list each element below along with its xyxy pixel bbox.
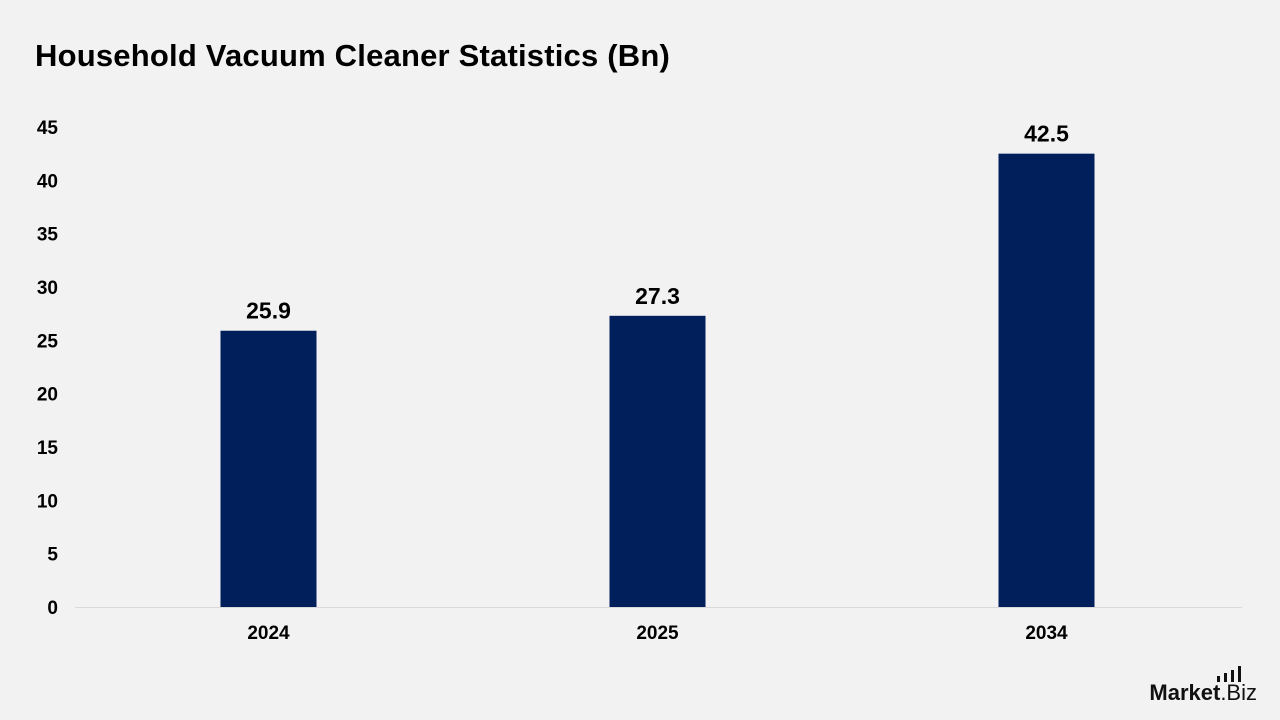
y-tick-label: 0	[47, 598, 58, 619]
y-tick-label: 35	[37, 225, 59, 246]
x-tick-label: 2034	[1025, 623, 1068, 644]
chart-title: Household Vacuum Cleaner Statistics (Bn)	[35, 38, 671, 73]
x-tick-label: 2025	[636, 623, 679, 644]
y-tick-label: 5	[47, 545, 58, 566]
y-tick-label: 15	[37, 438, 59, 459]
bar	[998, 153, 1095, 607]
y-tick-label: 30	[37, 278, 58, 299]
data-label: 27.3	[635, 283, 680, 309]
bar-chart-icon	[1217, 666, 1242, 682]
bar	[220, 330, 317, 607]
y-tick-label: 20	[37, 385, 58, 406]
bar	[609, 315, 706, 607]
y-tick-label: 40	[37, 171, 58, 192]
data-label: 42.5	[1024, 121, 1069, 147]
x-tick-label: 2024	[247, 623, 290, 644]
brand-name-suffix: .Biz	[1220, 680, 1257, 705]
data-label: 25.9	[246, 298, 291, 324]
y-tick-label: 45	[37, 118, 59, 139]
brand-logo: Market .Biz	[1149, 666, 1257, 706]
y-tick-label: 25	[37, 331, 59, 352]
y-tick-label: 10	[37, 491, 58, 512]
brand-name-bold: Market	[1149, 680, 1221, 705]
